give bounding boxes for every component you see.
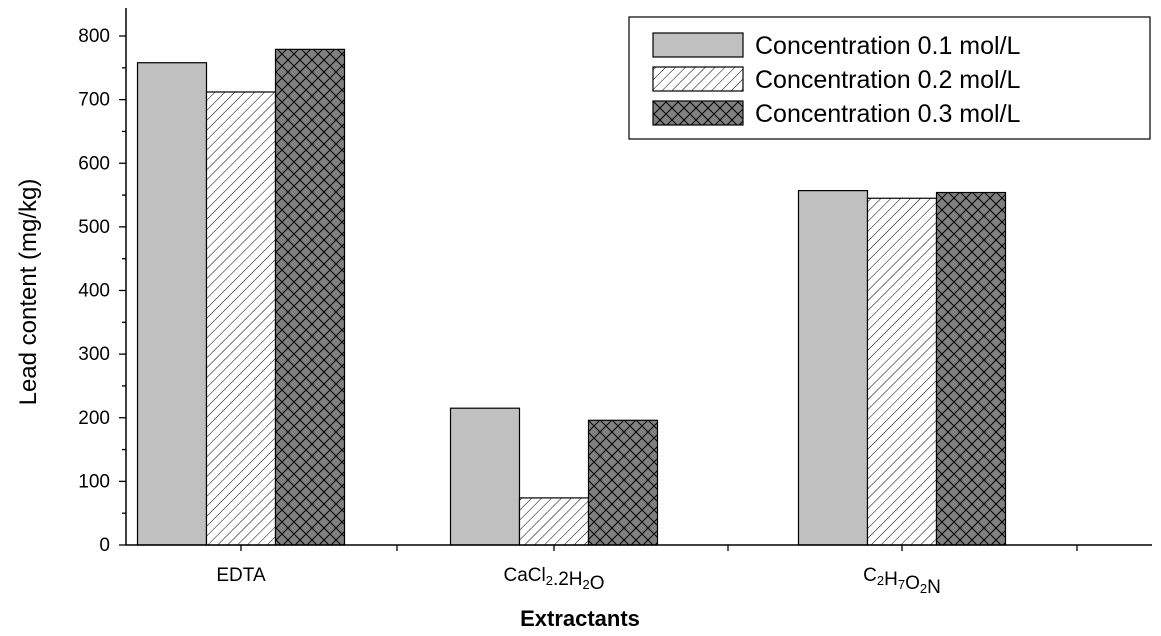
y-axis-title: Lead content (mg/kg) xyxy=(15,179,42,406)
bar-3-3 xyxy=(935,191,1007,546)
y-tick-labels: 0 100 200 300 400 500 600 700 800 xyxy=(78,26,110,556)
legend-label: Concentration 0.3 mol/L xyxy=(755,100,1021,128)
x-tick-label: C2H7O2N xyxy=(863,565,941,598)
bar-2-3 xyxy=(866,197,938,546)
legend-swatch xyxy=(652,32,744,58)
legend-swatch xyxy=(652,100,744,126)
bar-2-2 xyxy=(518,497,590,546)
y-tick-label: 0 xyxy=(99,535,110,556)
y-tick-label: 600 xyxy=(78,153,110,174)
x-tick-label: CaCl2.2H2O xyxy=(503,565,604,594)
bar-3-2 xyxy=(587,419,659,546)
y-tick-label: 700 xyxy=(78,90,110,111)
legend-swatch xyxy=(652,66,744,92)
legend: Concentration 0.1 mol/L Concentration 0.2… xyxy=(628,16,1151,140)
axes xyxy=(119,8,1152,551)
y-tick-label: 500 xyxy=(78,217,110,238)
bar-2-1 xyxy=(205,91,277,546)
bar-1-2 xyxy=(449,407,521,546)
y-tick-label: 200 xyxy=(78,408,110,429)
y-tick-label: 400 xyxy=(78,281,110,302)
bar-group xyxy=(136,48,1007,546)
y-tick-label: 300 xyxy=(78,344,110,365)
bar-3-1 xyxy=(274,48,346,546)
legend-label: Concentration 0.1 mol/L xyxy=(755,32,1021,60)
legend-label: Concentration 0.2 mol/L xyxy=(755,66,1021,94)
x-tick-labels: EDTA CaCl2.2H2O C2H7O2N xyxy=(216,565,940,598)
x-axis-title: Extractants xyxy=(520,606,640,631)
y-tick-label: 800 xyxy=(78,26,110,47)
x-tick-label: EDTA xyxy=(216,565,266,586)
y-tick-label: 100 xyxy=(78,471,110,492)
bar-1-3 xyxy=(797,190,869,546)
bar-1-1 xyxy=(136,62,208,546)
